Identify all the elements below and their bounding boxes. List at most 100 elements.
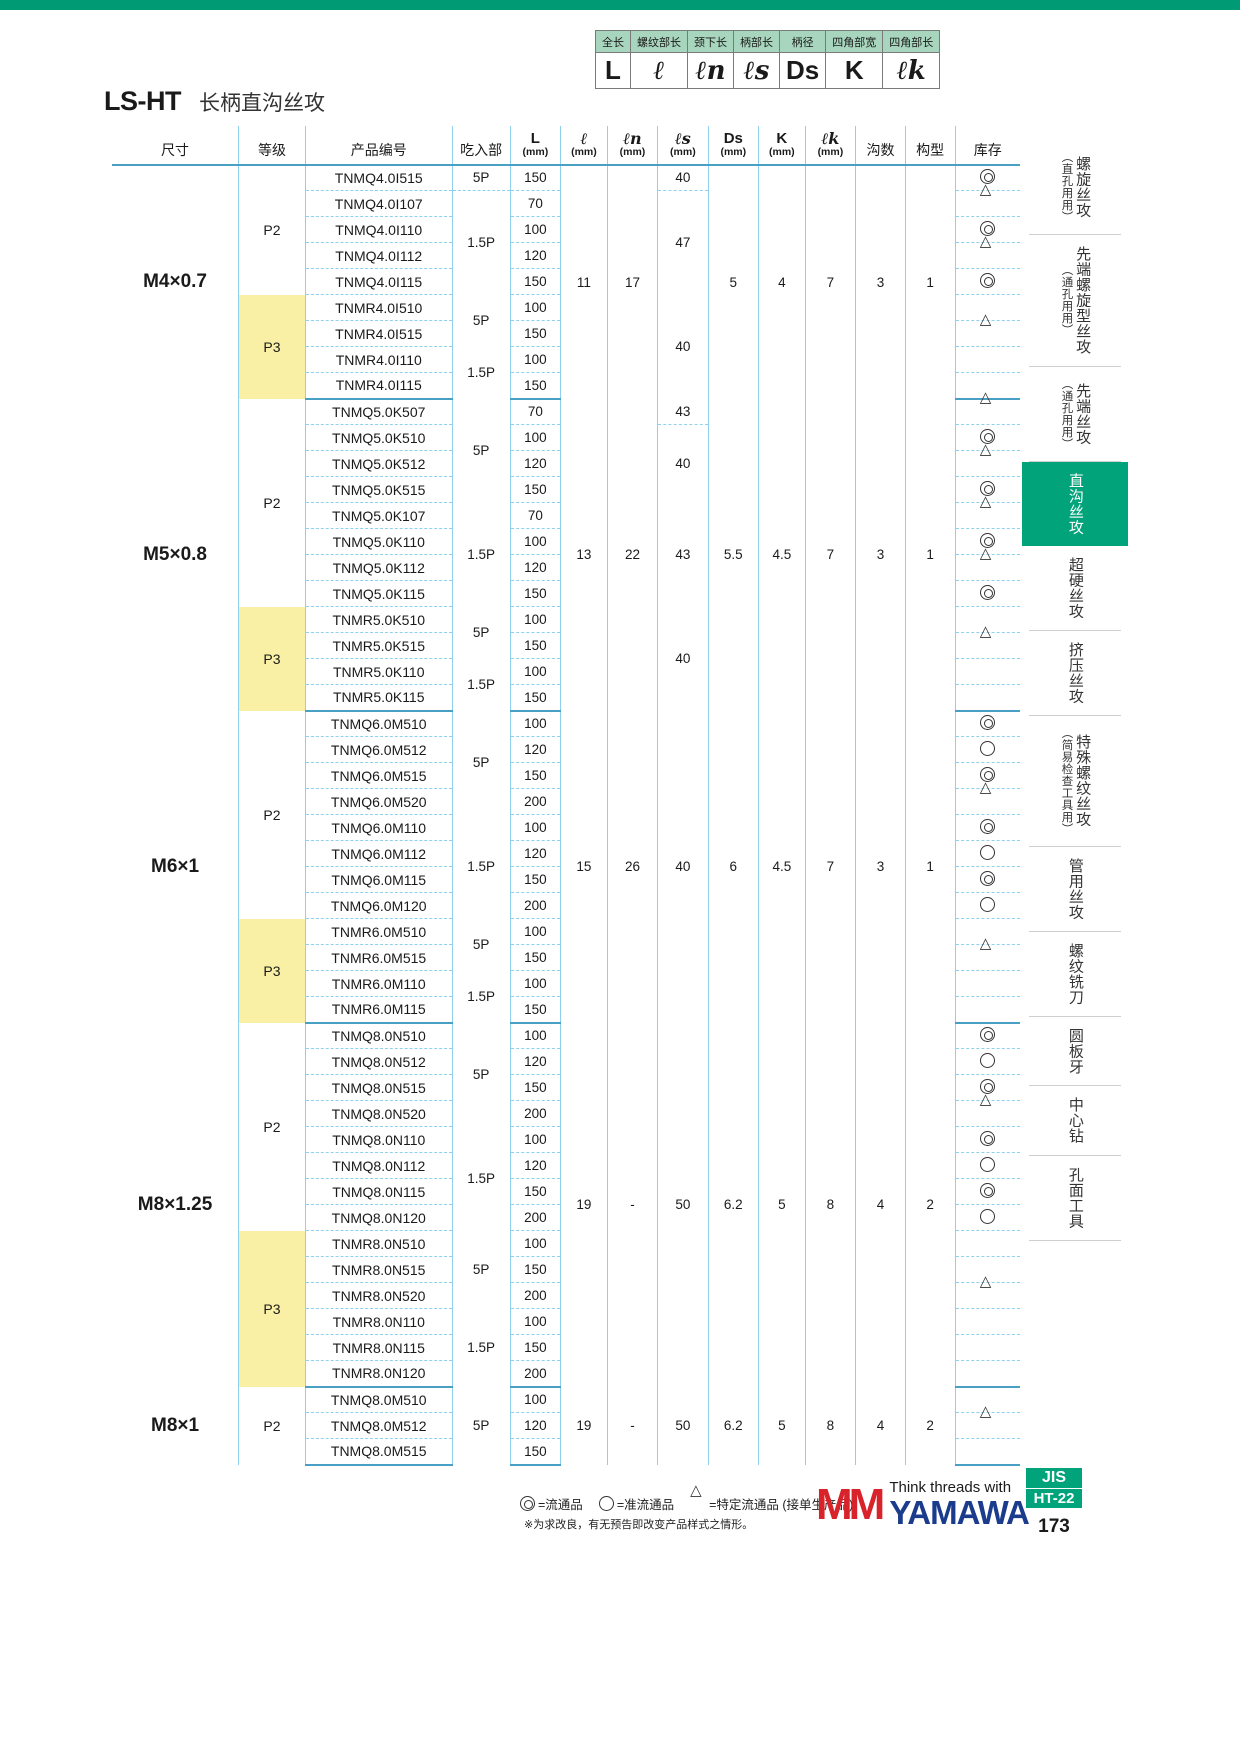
col-header-3: 吃入部 [452, 126, 511, 165]
construction-type-cell: 1 [905, 164, 956, 399]
stock-symbol-circulating-icon [980, 584, 996, 600]
product-code-cell: TNMQ5.0K107 [305, 502, 453, 530]
table-row: TNMR5.0K110 1.5P 100 [112, 658, 1020, 711]
rail-item-10[interactable]: 中心钻 [1029, 1086, 1121, 1156]
table-row: TNMQ6.0M120 200 [112, 892, 1020, 920]
header-row: 尺寸 等级 产品编号 吃入部 L (mm) ℓ (mm) ℓn (mm) ℓs (mm) Ds (mm) K… [112, 126, 1020, 165]
grade-cell: P3 [238, 918, 306, 1023]
length-cell: 70 [510, 398, 562, 426]
table-row: P3 TNMR4.0I510 5P 100 40 [112, 294, 1020, 399]
rail-item-6[interactable]: （简易检查工具用） 特殊螺纹丝攻 [1029, 716, 1121, 847]
col-header-5: ℓ (mm) [560, 126, 608, 165]
table-row: P3 TNMR5.0K510 5P 100 40 [112, 606, 1020, 711]
rail-item-7[interactable]: 管用丝攻 [1029, 847, 1121, 932]
product-code-cell: TNMQ6.0M520 [305, 788, 453, 816]
size-cell: M5×0.8 [112, 398, 240, 711]
product-code-cell: TNMQ8.0M515 [305, 1438, 453, 1466]
rail-item-1[interactable]: （通孔用用） 先端螺旋型丝攻 [1029, 235, 1121, 367]
rail-item-3[interactable]: 直沟丝攻 [1022, 461, 1128, 546]
legend-label: 螺纹部长 [630, 30, 688, 53]
construction-type-cell: 1 [905, 710, 956, 1023]
stock-cell [955, 970, 1020, 998]
stock-cell [955, 1230, 1020, 1258]
grade-cell: P2 [238, 710, 306, 919]
chamfer-cell: 5P [452, 164, 511, 192]
chamfer-cell: 1.5P [452, 1308, 511, 1387]
product-code-cell: TNMQ8.0N512 [305, 1048, 453, 1076]
length-cell: 120 [510, 736, 562, 764]
legend-symbol: L [595, 52, 631, 89]
rail-item-note: （通孔用用） [1060, 264, 1073, 337]
rail-item-0[interactable]: （直孔用用） 螺旋丝攻 [1029, 140, 1121, 235]
rail-item-2[interactable]: （通孔用用） 先端丝攻 [1029, 367, 1121, 462]
length-cell: 70 [510, 190, 562, 218]
rail-item-label: 管用丝攻 [1066, 857, 1084, 920]
stock-symbol-circulating-icon [980, 1026, 996, 1042]
chamfer-cell: 1.5P [452, 1126, 511, 1231]
length-cell: 200 [510, 1100, 562, 1128]
stock-cell [955, 624, 1020, 660]
rail-item-8[interactable]: 螺纹铣刀 [1029, 932, 1121, 1017]
col-header-12: 构型 [905, 126, 956, 165]
table-row: TNMR5.0K515 150 [112, 624, 1020, 660]
product-code-cell: TNMR8.0N515 [305, 1256, 453, 1284]
rail-item-9[interactable]: 圆板牙 [1029, 1017, 1121, 1086]
chamfer-cell: 5P [452, 918, 511, 971]
col-header-9: K (mm) [758, 126, 806, 165]
col-header-8: Ds (mm) [708, 126, 760, 165]
rail-item-label: 特殊螺纹丝攻 [1074, 734, 1092, 827]
stock-symbol-made-to-order-icon [980, 780, 996, 807]
rail-item-label: 圆板牙 [1066, 1027, 1084, 1075]
table-row: TNMQ5.0K515 150 [112, 476, 1020, 504]
col-unit: (mm) [720, 146, 747, 159]
table-row: TNMQ8.0N112 120 [112, 1152, 1020, 1180]
rail-item-label: 螺纹铣刀 [1066, 942, 1084, 1005]
col-unit: (mm) [571, 146, 597, 159]
product-code-cell: TNMQ8.0N120 [305, 1204, 453, 1232]
length-cell: 100 [510, 710, 562, 738]
length-cell: 150 [510, 580, 562, 608]
product-code-cell: TNMQ4.0I115 [305, 268, 453, 296]
col-header-13: 库存 [955, 126, 1020, 165]
length-cell: 120 [510, 554, 562, 582]
stock-cell [955, 936, 1020, 972]
shank-dia-cell: 5.5 [708, 398, 760, 711]
rail-item-label: 孔面工具 [1066, 1166, 1084, 1229]
table-row: TNMQ4.0I107 1.5P 70 47 [112, 182, 1020, 295]
length-cell: 150 [510, 1074, 562, 1102]
thread-length-cell: 13 [560, 398, 608, 711]
grade-cell: P2 [238, 1022, 306, 1231]
rail-item-5[interactable]: 挤压丝攻 [1029, 631, 1121, 716]
rail-item-4[interactable]: 超硬丝攻 [1029, 546, 1121, 631]
grade-cell: P2 [238, 164, 306, 295]
stock-cell [955, 684, 1020, 712]
stock-legend-item-1: =准流通品 [598, 1494, 674, 1513]
shank-length-cell: 40 [657, 294, 709, 399]
table-row: TNMQ6.0M115 150 [112, 866, 1020, 894]
rail-item-11[interactable]: 孔面工具 [1029, 1156, 1121, 1241]
stock-cell [955, 1274, 1020, 1310]
grade-cell: P3 [238, 1230, 306, 1387]
table-row: TNMQ5.0K112 120 [112, 546, 1020, 582]
legend-label: 颈下长 [687, 30, 734, 53]
table-row: TNMQ5.0K510 100 40 [112, 424, 1020, 503]
rail-item-label: 螺旋丝攻 [1074, 156, 1092, 218]
rail-item-label: 挤压丝攻 [1066, 641, 1084, 704]
product-code-cell: TNMQ8.0N115 [305, 1178, 453, 1206]
neck-length-cell: 17 [607, 164, 659, 399]
table-row: TNMQ5.0K512 120 [112, 442, 1020, 478]
stock-legend-text: =流通品 [538, 1498, 583, 1512]
stock-cell [955, 1152, 1020, 1180]
legend-symbol: Ds [778, 52, 827, 89]
length-cell: 150 [510, 684, 562, 712]
shank-dia-cell: 5 [708, 164, 760, 399]
stock-cell [955, 312, 1020, 348]
stock-cell [955, 1048, 1020, 1076]
product-code-cell: TNMQ8.0N110 [305, 1126, 453, 1154]
shank-length-cell: 43 [657, 398, 709, 426]
col-header-1: 等级 [238, 126, 306, 165]
stock-cell [955, 268, 1020, 296]
yamawa-logo: MM Think threads with YAMAWA [816, 1480, 1030, 1529]
product-code-cell: TNMQ6.0M115 [305, 866, 453, 894]
